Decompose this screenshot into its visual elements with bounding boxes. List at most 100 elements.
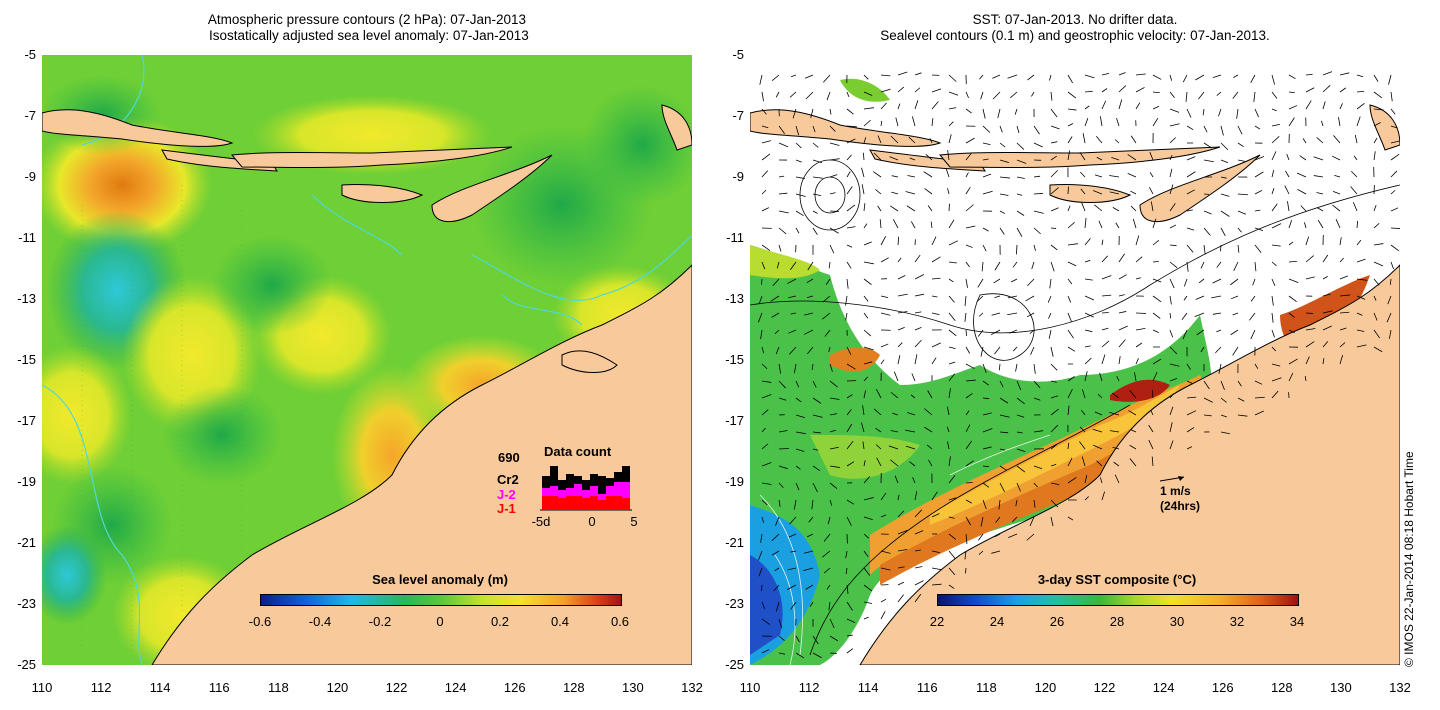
velocity-arrow [1288,312,1295,318]
velocity-arrow [846,394,853,399]
velocity-arrow [909,461,916,467]
velocity-arrow [1390,261,1394,270]
velocity-arrow [1169,406,1174,416]
velocity-arrow [1305,73,1313,76]
velocity-arrow [1098,220,1103,229]
velocity-arrow [965,379,976,382]
velocity-arrow [1373,204,1377,212]
velocity-arrow [803,329,814,335]
velocity-arrow [1356,220,1359,229]
velocity-arrow [1305,328,1316,331]
lat-tick-label: -21 [725,535,744,550]
velocity-arrow [1097,393,1103,399]
velocity-arrow [1237,380,1242,387]
velocity-arrow [1356,239,1362,246]
velocity-arrow [948,329,957,337]
velocity-arrow [999,227,1005,235]
left-title-line2: Isostatically adjusted sea level anomaly… [205,28,529,43]
velocity-arrow [1016,125,1020,134]
velocity-arrow [914,100,919,110]
velocity-arrow [795,414,805,419]
velocity-arrow [822,312,831,320]
lon-tick-label: 110 [31,680,53,695]
velocity-arrow [863,119,871,127]
lat-tick-label: -7 [24,108,36,123]
velocity-arrow [761,499,768,506]
sst-velocity-map[interactable] [750,55,1400,665]
velocity-arrow [812,159,823,164]
sst-colorbar [937,594,1299,606]
sea-level-anomaly-map[interactable] [42,55,692,665]
velocity-arrow [873,408,882,416]
velocity-arrow [999,414,1010,418]
count-bar-cr2 [598,476,606,494]
velocity-arrow [1304,222,1307,229]
velocity-arrow [905,191,916,195]
velocity-arrow [778,499,781,507]
velocity-arrow [1033,125,1040,135]
velocity-arrow [965,172,969,178]
lon-tick-label: 122 [385,680,408,695]
velocity-arrow [1216,261,1222,268]
velocity-arrow [846,461,855,467]
velocity-arrow [1093,444,1103,450]
velocity-arrow [1317,207,1324,212]
velocity-arrow [1033,210,1044,214]
velocity-arrow [822,550,831,558]
velocity-arrow [927,390,933,399]
velocity-arrow [1067,278,1073,285]
velocity-arrow [981,261,984,272]
velocity-arrow [1050,499,1059,508]
velocity-arrow [863,550,869,557]
velocity-arrow [977,329,984,337]
velocity-arrow [861,184,865,195]
velocity-arrow [897,257,902,263]
velocity-arrow [1050,170,1058,178]
velocity-arrow [1169,261,1178,269]
velocity-arrow [1099,116,1103,127]
velocity-arrow [1356,329,1365,332]
velocity-arrow [1317,219,1324,229]
velocity-arrow [1237,397,1245,402]
velocity-arrow [1271,390,1279,399]
velocity-arrow [1271,346,1277,352]
velocity-arrow [1084,259,1091,263]
velocity-arrow [795,142,802,149]
lat-tick-label: -9 [732,169,744,184]
velocity-arrow [1067,123,1074,127]
velocity-arrow [889,156,899,161]
velocity-arrow [914,293,924,297]
velocity-arrow [1151,456,1154,467]
lon-tick-label: 126 [503,680,526,695]
velocity-arrow [897,566,905,569]
velocity-arrow [948,240,959,246]
velocity-arrow [1233,74,1239,78]
velocity-arrow [1007,295,1018,299]
velocity-arrow [1118,253,1125,263]
velocity-arrow [770,295,780,302]
count-bar-cr2 [542,476,550,488]
velocity-arrow [998,499,1001,510]
velocity-arrow [761,618,771,625]
velocity-arrow [931,118,934,127]
velocity-arrow [1271,151,1277,161]
lat-tick-label: -13 [725,291,744,306]
lon-tick-label: 120 [1034,680,1057,695]
velocity-arrow [1288,91,1295,94]
velocity-arrow [1254,125,1261,130]
lat-tick-label: -9 [24,169,36,184]
velocity-arrow [914,311,922,314]
velocity-arrow [880,550,891,554]
velocity-arrow [790,601,797,610]
velocity-arrow [965,363,975,369]
velocity-arrow [1067,405,1070,416]
velocity-arrow [978,533,984,541]
velocity-arrow [1339,103,1343,110]
velocity-arrow [1084,74,1095,79]
velocity-arrow [982,190,993,195]
lon-tick-label: 132 [681,680,703,695]
velocity-arrow [861,422,865,433]
velocity-arrow [931,312,940,315]
velocity-arrow [775,91,780,98]
velocity-arrow [1216,329,1222,333]
